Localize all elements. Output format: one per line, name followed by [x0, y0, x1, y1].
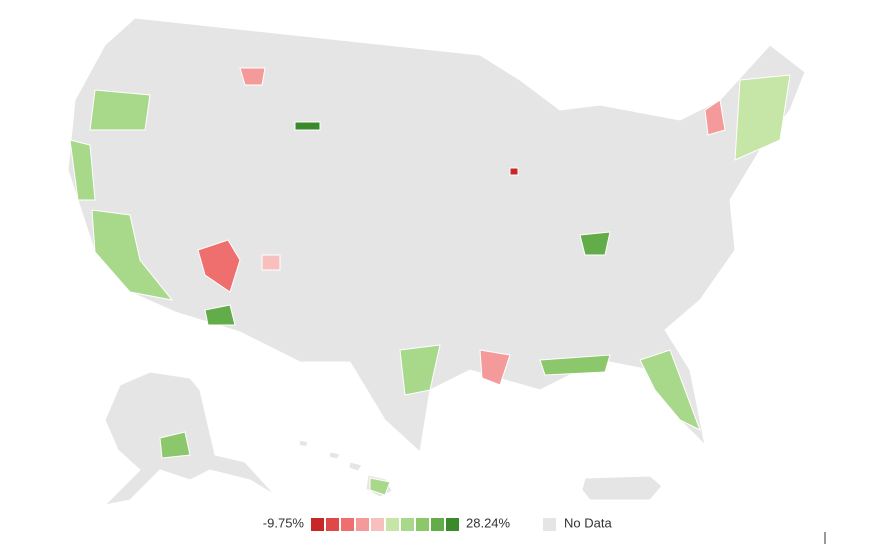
county-highlights: [69, 67, 791, 496]
county-patch: [479, 349, 511, 386]
county-patch: [239, 67, 266, 86]
legend-swatch: [341, 518, 354, 531]
county-patch: [91, 209, 174, 301]
legend-min-label: -9.75%: [263, 515, 305, 530]
county-patch: [704, 99, 726, 136]
county-patch: [369, 477, 391, 496]
county-patch: [159, 431, 191, 459]
alaska: [103, 371, 276, 506]
legend-swatch: [446, 518, 459, 531]
county-patch: [734, 74, 791, 161]
county-patch: [69, 139, 96, 201]
county-patch: [261, 254, 281, 271]
land-areas: [67, 17, 806, 506]
legend-no-data-label: No Data: [564, 515, 612, 530]
legend: -9.75% 28.24% No Data: [263, 515, 612, 531]
county-patch: [639, 349, 701, 432]
county-patch: [204, 304, 236, 326]
county-patch: [539, 354, 611, 376]
legend-swatch: [326, 518, 339, 531]
legend-swatch: [371, 518, 384, 531]
legend-swatch: [311, 518, 324, 531]
legend-no-data-swatch: [543, 518, 556, 531]
puerto-rico: [581, 475, 663, 501]
legend-swatch: [416, 518, 429, 531]
legend-max-label: 28.24%: [466, 515, 511, 530]
county-patch: [89, 89, 151, 131]
county-patch: [197, 239, 241, 293]
legend-swatch: [431, 518, 444, 531]
county-patch: [399, 344, 441, 396]
county-patch: [509, 167, 519, 176]
legend-swatch: [356, 518, 369, 531]
county-patch: [579, 231, 611, 256]
legend-swatch: [401, 518, 414, 531]
legend-swatch: [386, 518, 399, 531]
county-patch: [294, 121, 321, 131]
hawaii: [298, 439, 393, 498]
